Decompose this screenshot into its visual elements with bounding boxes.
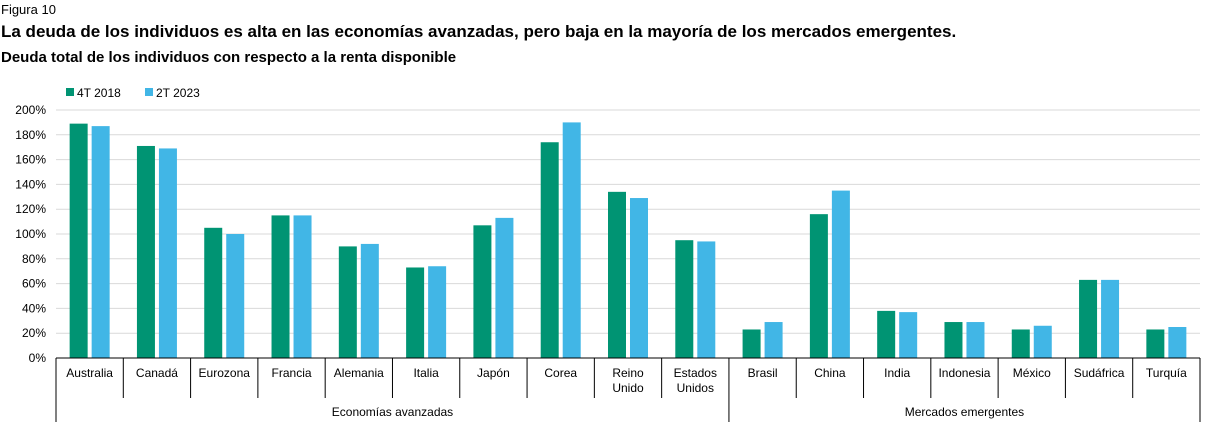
bar-series1 bbox=[136, 145, 155, 358]
x-tick-label: Italia bbox=[413, 366, 439, 380]
y-tick-label: 180% bbox=[15, 128, 46, 142]
bar-series2 bbox=[697, 241, 716, 358]
bar-series2 bbox=[764, 322, 783, 358]
bar-series1 bbox=[1079, 279, 1098, 358]
bar-series1 bbox=[944, 322, 963, 358]
bar-series1 bbox=[742, 329, 761, 358]
y-tick-label: 80% bbox=[22, 252, 46, 266]
y-tick-label: 40% bbox=[22, 301, 46, 315]
legend-label: 2T 2023 bbox=[156, 86, 200, 100]
y-tick-label: 140% bbox=[15, 177, 46, 191]
bar-series2 bbox=[966, 322, 985, 358]
y-tick-label: 60% bbox=[22, 277, 46, 291]
chart-subtitle: Deuda total de los individuos con respec… bbox=[1, 49, 457, 66]
y-tick-label: 120% bbox=[15, 202, 46, 216]
x-tick-label: China bbox=[814, 366, 846, 380]
x-tick-label: Sudáfrica bbox=[1074, 366, 1125, 380]
x-tick-label: Reino Unido bbox=[612, 366, 644, 395]
bar-series2 bbox=[1101, 279, 1120, 358]
x-tick-label: Alemania bbox=[334, 366, 384, 380]
y-tick-label: 160% bbox=[15, 153, 46, 167]
x-tick-label: Eurozona bbox=[199, 366, 251, 380]
legend-swatch bbox=[145, 88, 153, 96]
y-tick-label: 200% bbox=[15, 103, 46, 117]
bar-series1 bbox=[271, 215, 290, 358]
bar-series2 bbox=[360, 243, 379, 358]
x-tick-label: Francia bbox=[272, 366, 312, 380]
bar-series1 bbox=[406, 267, 425, 358]
bar-series1 bbox=[338, 246, 357, 358]
bar-series2 bbox=[226, 234, 245, 358]
bar-series2 bbox=[831, 190, 850, 358]
bar-series1 bbox=[204, 227, 223, 358]
bar-series2 bbox=[1168, 327, 1187, 358]
bar-series2 bbox=[1033, 325, 1052, 358]
x-tick-label: México bbox=[1013, 366, 1051, 380]
bar-series1 bbox=[540, 142, 559, 358]
bar-series1 bbox=[675, 240, 694, 358]
bar-series1 bbox=[1011, 329, 1030, 358]
x-tick-label: Estados Unidos bbox=[674, 366, 717, 395]
bar-series2 bbox=[91, 126, 110, 359]
bar-series2 bbox=[495, 217, 514, 358]
bar-series1 bbox=[809, 214, 828, 358]
bar-series2 bbox=[630, 198, 648, 358]
legend-label: 4T 2018 bbox=[77, 86, 121, 100]
group-label: Mercados emergentes bbox=[905, 405, 1024, 419]
bar-series1 bbox=[608, 191, 626, 358]
bar-series1 bbox=[473, 225, 492, 358]
bar-series2 bbox=[899, 312, 918, 358]
bar-series2 bbox=[158, 148, 177, 358]
bar-series2 bbox=[562, 122, 581, 359]
y-tick-label: 0% bbox=[29, 351, 47, 365]
y-tick-label: 100% bbox=[15, 227, 46, 241]
x-tick-label: Indonesia bbox=[938, 366, 990, 380]
group-label: Economías avanzadas bbox=[332, 405, 453, 419]
bar-series1 bbox=[877, 310, 896, 358]
bar-series2 bbox=[428, 266, 447, 358]
bar-series1 bbox=[1146, 329, 1165, 358]
y-tick-label: 20% bbox=[22, 326, 46, 340]
x-tick-label: Turquía bbox=[1146, 366, 1187, 380]
legend-swatch bbox=[66, 88, 74, 96]
x-tick-label: Brasil bbox=[748, 366, 778, 380]
x-tick-label: Australia bbox=[66, 366, 113, 380]
bar-series2 bbox=[293, 215, 312, 358]
x-tick-label: Japón bbox=[477, 366, 510, 380]
chart-title: La deuda de los individuos es alta en la… bbox=[1, 22, 957, 41]
figure-label: Figura 10 bbox=[1, 2, 56, 17]
bar-series1 bbox=[69, 123, 88, 358]
x-tick-label: Corea bbox=[544, 366, 577, 380]
x-tick-label: Canadá bbox=[136, 366, 178, 380]
x-tick-label: India bbox=[884, 366, 910, 380]
